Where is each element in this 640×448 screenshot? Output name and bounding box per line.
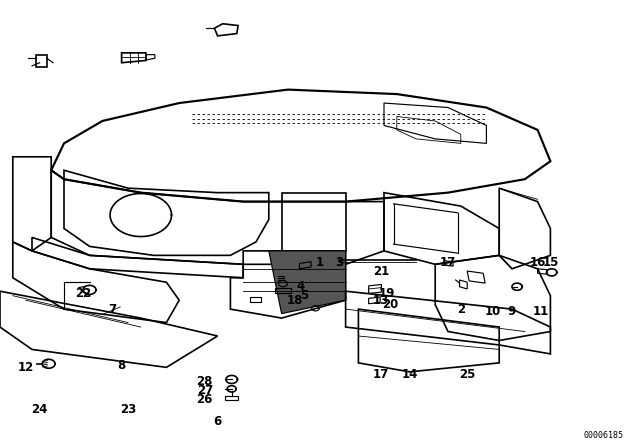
Text: 10: 10: [484, 305, 501, 318]
Text: 5: 5: [300, 289, 308, 302]
Text: 27: 27: [196, 384, 213, 397]
Text: 00006185: 00006185: [584, 431, 624, 440]
Text: 11: 11: [532, 305, 549, 318]
Text: 14: 14: [401, 367, 418, 381]
Text: 2: 2: [457, 302, 465, 316]
Text: 18: 18: [286, 293, 303, 307]
Text: 20: 20: [382, 298, 399, 311]
Text: 21: 21: [372, 264, 389, 278]
Text: 1: 1: [316, 255, 324, 269]
Text: 12: 12: [17, 361, 34, 374]
Text: 23: 23: [120, 403, 136, 417]
Polygon shape: [269, 251, 346, 314]
Text: 17: 17: [440, 255, 456, 269]
Text: 3: 3: [335, 255, 343, 269]
Text: 8: 8: [118, 358, 125, 372]
Text: 16: 16: [529, 255, 546, 269]
Text: 6: 6: [214, 414, 221, 428]
Text: 9: 9: [508, 305, 516, 318]
Text: 19: 19: [379, 287, 396, 300]
Text: 17: 17: [372, 367, 389, 381]
Text: 22: 22: [75, 287, 92, 300]
Text: 25: 25: [459, 367, 476, 381]
Text: 7: 7: [108, 302, 116, 316]
Text: 13: 13: [372, 293, 389, 307]
Text: 28: 28: [196, 375, 213, 388]
Text: 24: 24: [31, 403, 48, 417]
Text: 15: 15: [542, 255, 559, 269]
Text: 26: 26: [196, 393, 213, 406]
Text: 4: 4: [297, 280, 305, 293]
